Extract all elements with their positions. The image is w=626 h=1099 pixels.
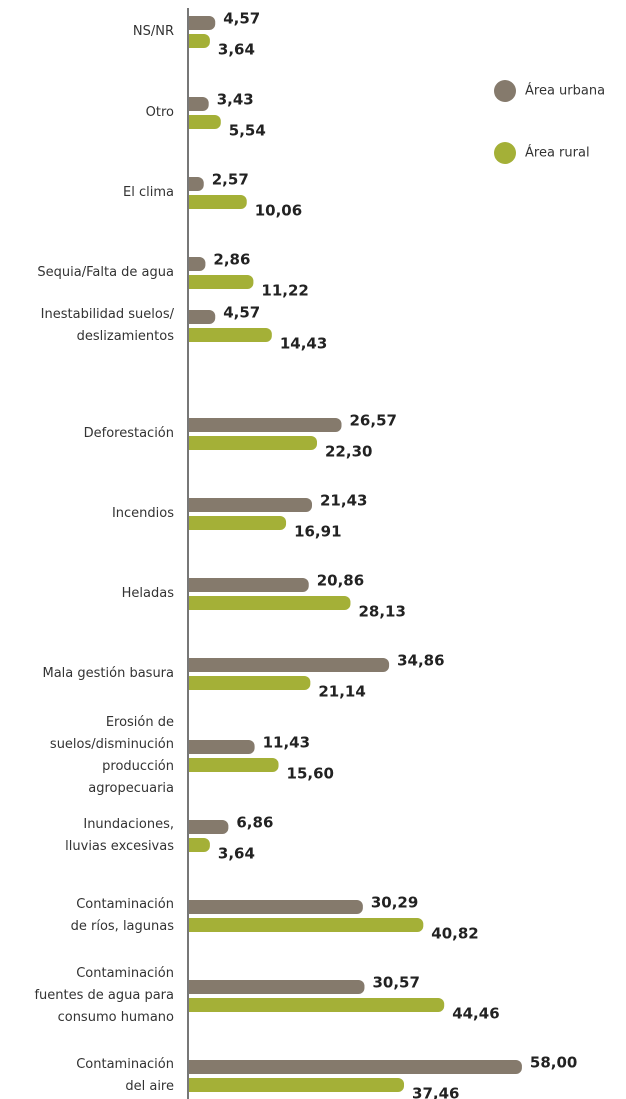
bar (189, 310, 216, 324)
bar (189, 436, 318, 450)
category-label: Incendios (111, 506, 174, 521)
legend-label: Área rural (525, 145, 590, 161)
value-label: 5,54 (229, 122, 266, 140)
bar (189, 820, 229, 834)
legend-label: Área urbana (525, 83, 605, 99)
bar (189, 516, 287, 530)
value-label: 30,57 (372, 974, 419, 992)
category-label: Erosión de suelos/disminución producción… (49, 715, 174, 796)
legend-swatch (494, 80, 516, 102)
bar (189, 578, 309, 592)
value-label: 6,86 (236, 814, 273, 832)
value-label: 4,57 (223, 304, 260, 322)
category-label: Heladas (121, 586, 174, 601)
bar (189, 838, 210, 852)
category-label: Contaminación del aire (76, 1057, 174, 1094)
category-label: Deforestación (83, 426, 174, 441)
category-label: El clima (123, 185, 174, 200)
value-label: 21,43 (320, 492, 367, 510)
category-label: Mala gestión basura (42, 666, 175, 681)
value-label: 22,30 (325, 443, 372, 461)
bar (189, 418, 342, 432)
value-label: 40,82 (431, 925, 478, 943)
bar (189, 34, 210, 48)
category-label: Contaminación de ríos, lagunas (70, 897, 174, 934)
value-label: 15,60 (287, 765, 334, 783)
category-label: Otro (145, 105, 174, 120)
value-label: 2,86 (213, 251, 250, 269)
value-label: 21,14 (318, 683, 365, 701)
value-label: 30,29 (371, 894, 418, 912)
value-label: 10,06 (255, 202, 302, 220)
bar (189, 177, 204, 191)
bar (189, 918, 424, 932)
value-label: 4,57 (223, 10, 260, 28)
value-label: 14,43 (280, 335, 327, 353)
value-label: 58,00 (530, 1054, 577, 1072)
bar (189, 16, 216, 30)
value-label: 28,13 (358, 603, 405, 621)
bar (189, 676, 311, 690)
category-label: Inestabilidad suelos/ deslizamientos (40, 307, 174, 344)
value-label: 16,91 (294, 523, 341, 541)
category-label: Inundaciones, lluvias excesivas (65, 817, 174, 854)
value-label: 34,86 (397, 652, 444, 670)
bar (189, 658, 390, 672)
value-label: 3,43 (217, 91, 254, 109)
value-label: 11,43 (263, 734, 310, 752)
category-label: NS/NR (132, 24, 174, 39)
bar (189, 980, 365, 994)
value-label: 37,46 (412, 1085, 459, 1099)
category-label: Sequia/Falta de agua (37, 265, 174, 280)
bar (189, 1060, 522, 1074)
bar (189, 97, 209, 111)
value-label: 3,64 (218, 41, 255, 59)
value-label: 44,46 (452, 1005, 499, 1023)
bar (189, 900, 363, 914)
value-label: 26,57 (350, 412, 397, 430)
bar (189, 115, 221, 129)
legend-swatch (494, 142, 516, 164)
bar (189, 1078, 405, 1092)
bar (189, 596, 351, 610)
bar (189, 275, 254, 289)
bar (189, 195, 247, 210)
value-label: 11,22 (261, 282, 308, 300)
bar (189, 998, 445, 1012)
value-label: 20,86 (317, 572, 364, 590)
bar (189, 498, 313, 512)
value-label: 2,57 (212, 171, 249, 189)
bar (189, 758, 279, 772)
bar (189, 257, 206, 271)
category-label: Contaminación fuentes de agua para consu… (34, 966, 174, 1025)
bar (189, 740, 255, 754)
bar (189, 328, 272, 342)
value-label: 3,64 (218, 845, 255, 863)
